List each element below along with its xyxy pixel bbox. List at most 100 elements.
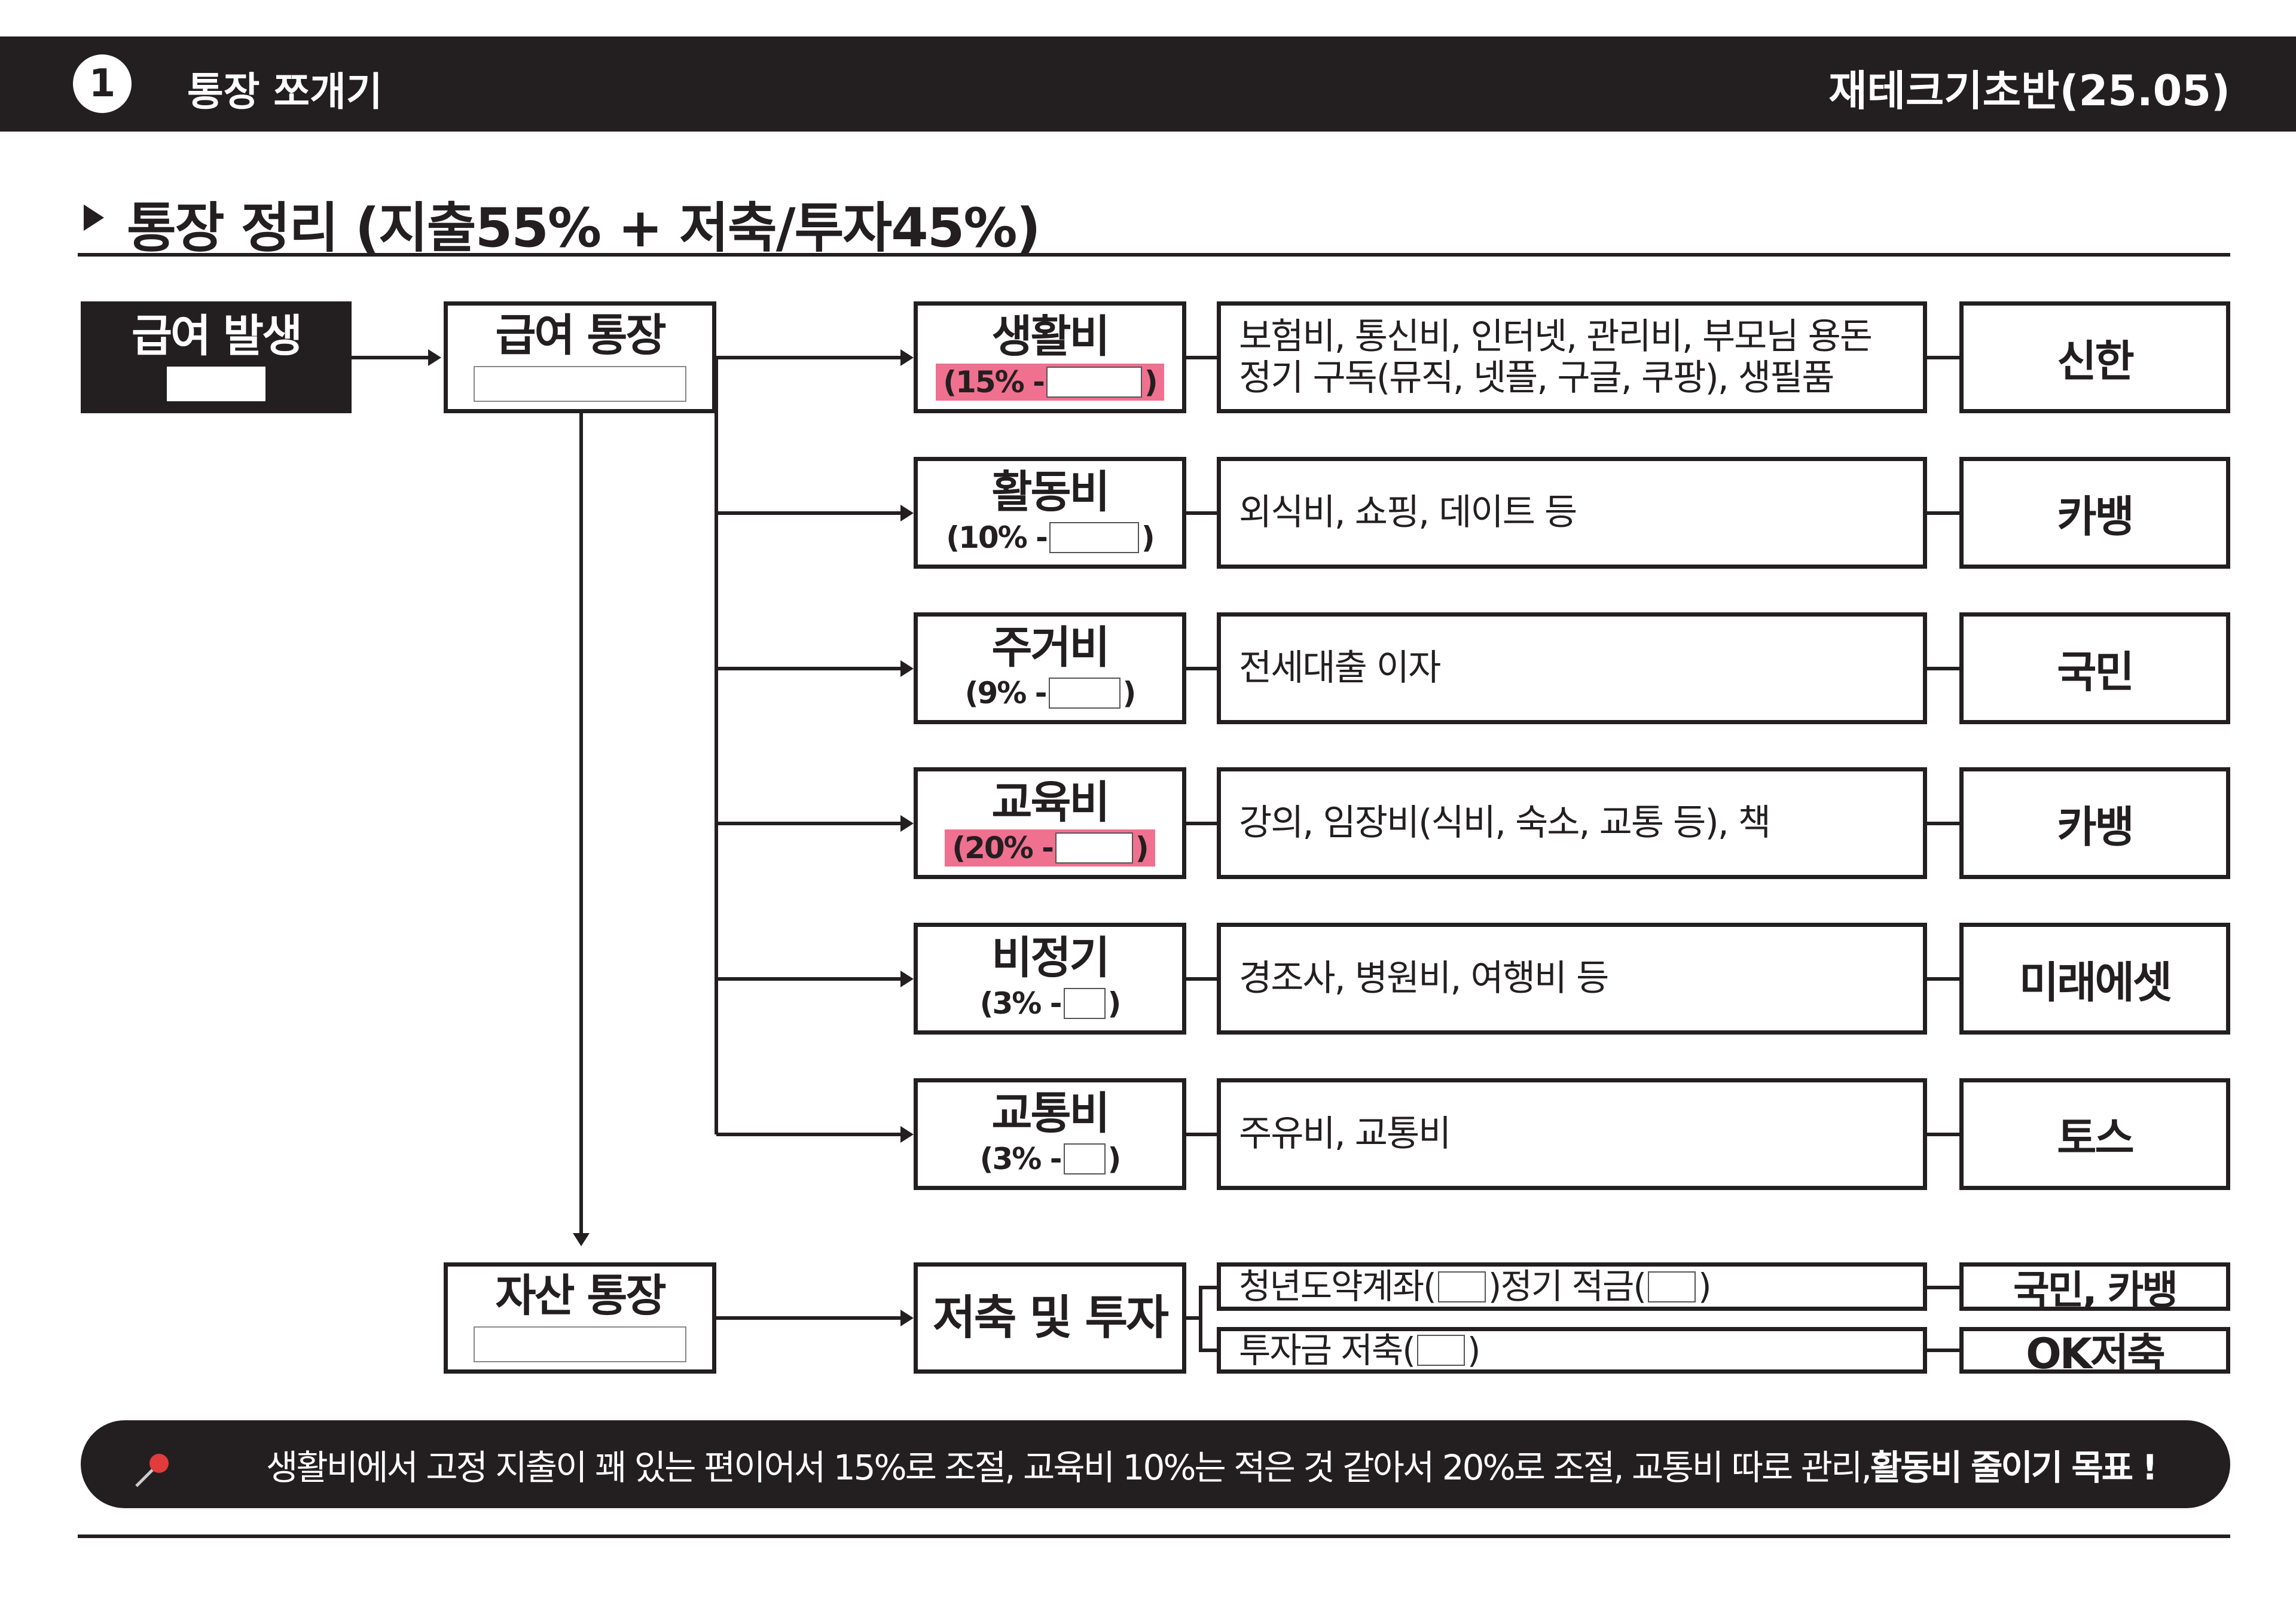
note-banner: 생활비에서 고정 지출이 꽤 있는 편이어서 15%로 조절, 교육비 10%는… — [81, 1420, 2230, 1508]
desc-text: ) — [1488, 1266, 1502, 1307]
connector-line — [1199, 1349, 1217, 1352]
percent-close: ) — [1107, 986, 1122, 1021]
arrow-right-icon — [900, 971, 914, 987]
bottom-divider — [78, 1534, 2230, 1538]
category-percent: (10% -) — [939, 519, 1161, 556]
percent-text: (10% - — [946, 520, 1048, 555]
course-label: 재테크기초반(25.05) — [1828, 66, 2230, 115]
category-name: 비정기 — [991, 932, 1110, 984]
bank-box: 국민, 카뱅 — [1959, 1262, 2230, 1313]
arrow-right-icon — [428, 349, 441, 366]
desc-text: 투자금 저축( — [1239, 1329, 1416, 1371]
description-line: 보험비, 통신비, 인터넷, 관리비, 부모님 용돈 — [1239, 315, 1873, 358]
description-line: 정기 구독(뮤직, 넷플, 구글, 쿠팡), 생필품 — [1239, 356, 1834, 399]
note-text: 생활비에서 고정 지출이 꽤 있는 편이어서 15%로 조절, 교육비 10%는… — [266, 1447, 1872, 1488]
category-name: 활동비 — [991, 466, 1110, 518]
description-line: 강의, 임장비(식비, 숙소, 교통 등), 책 — [1239, 802, 1771, 844]
salary-amount-blank — [167, 366, 265, 401]
bank-box: 국민 — [1959, 612, 2230, 724]
category-name: 주거비 — [991, 621, 1110, 673]
connector-line — [1186, 1133, 1217, 1136]
amount-blank — [1055, 832, 1133, 864]
amount-blank — [1048, 677, 1120, 709]
salary-source-box: 급여 발생 — [81, 301, 352, 413]
salary-account-label: 급여 통장 — [495, 309, 666, 361]
category-description: 주유비, 교통비 — [1217, 1078, 1927, 1190]
category-description: 전세대출 이자 — [1217, 612, 1927, 724]
arrow-right-icon — [900, 1126, 914, 1143]
connector-line — [716, 1133, 902, 1136]
amount-blank — [1063, 987, 1106, 1019]
amount-blank — [1647, 1271, 1696, 1302]
category-percent: (3% -) — [973, 1140, 1128, 1177]
connector-line — [1186, 977, 1217, 981]
percent-close: ) — [1107, 1141, 1122, 1176]
arrow-right-icon — [900, 660, 914, 677]
asset-trunk-line — [579, 413, 583, 1238]
savings-box: 저축 및 투자 — [914, 1262, 1186, 1374]
connector-line — [1927, 1133, 1959, 1136]
note-emphasis: 활동비 줄이기 목표 ! — [1870, 1447, 2158, 1488]
arrow-right-icon — [900, 349, 914, 366]
category-description: 외식비, 쇼핑, 데이트 등 — [1217, 457, 1927, 569]
description-line: 주유비, 교통비 — [1239, 1113, 1451, 1155]
salary-account-blank — [474, 365, 686, 402]
pushpin-icon — [135, 1454, 169, 1487]
branch-trunk-line — [715, 356, 718, 1134]
triangle-bullet-icon — [84, 205, 104, 231]
bank-box: 카뱅 — [1959, 767, 2230, 879]
connector-line — [716, 1316, 902, 1320]
connector-line — [716, 511, 902, 515]
category-box: 교육비 (20% -) — [914, 767, 1186, 879]
header-bar — [0, 36, 2296, 132]
connector-line — [1927, 822, 1959, 825]
category-box: 교통비 (3% -) — [914, 1078, 1186, 1190]
savings-desc-2: 투자금 저축() — [1217, 1327, 1927, 1374]
bank-box: 미래에셋 — [1959, 923, 2230, 1035]
desc-text: ) — [1697, 1266, 1712, 1307]
desc-text: 정기 적금( — [1500, 1266, 1647, 1307]
amount-blank — [1416, 1335, 1465, 1366]
description-line: 외식비, 쇼핑, 데이트 등 — [1239, 492, 1577, 533]
percent-text: (3% - — [979, 1141, 1062, 1176]
connector-line — [1927, 977, 1959, 981]
amount-blank — [1046, 366, 1142, 398]
connector-line — [1927, 667, 1959, 670]
category-percent: (9% -) — [958, 675, 1143, 712]
category-percent: (20% -) — [945, 829, 1155, 867]
bank-box: 토스 — [1959, 1078, 2230, 1190]
category-percent: (15% -) — [936, 363, 1164, 401]
savings-desc-1: 청년도약계좌() 정기 적금() — [1217, 1262, 1927, 1311]
arrow-right-icon — [900, 1310, 914, 1326]
percent-text: (3% - — [979, 986, 1062, 1021]
connector-line — [716, 667, 902, 670]
percent-text: (20% - — [952, 830, 1054, 865]
connector-line — [1186, 667, 1217, 670]
connector-line — [352, 356, 429, 359]
header-title: 통장 쪼개기 — [187, 69, 383, 115]
connector-line — [716, 822, 902, 825]
desc-text: 청년도약계좌( — [1239, 1266, 1437, 1307]
connector-line — [716, 977, 902, 981]
connector-line — [1927, 511, 1959, 515]
connector-line — [716, 356, 902, 359]
connector-line — [1927, 1286, 1959, 1289]
category-box: 비정기 (3% -) — [914, 923, 1186, 1035]
connector-line — [1186, 511, 1217, 515]
percent-close: ) — [1135, 830, 1149, 865]
description-line: 경조사, 병원비, 여행비 등 — [1239, 957, 1609, 999]
bank-box: 카뱅 — [1959, 457, 2230, 569]
arrow-right-icon — [900, 815, 914, 832]
category-description: 경조사, 병원비, 여행비 등 — [1217, 923, 1927, 1035]
percent-close: ) — [1141, 520, 1155, 555]
bank-box: OK저축 — [1959, 1327, 2230, 1378]
arrow-right-icon — [900, 505, 914, 521]
description-line: 전세대출 이자 — [1239, 647, 1441, 689]
connector-line — [1186, 1316, 1201, 1320]
amount-blank — [1063, 1143, 1106, 1174]
savings-label: 저축 및 투자 — [932, 1291, 1169, 1345]
connector-line — [1927, 1349, 1959, 1352]
category-name: 교통비 — [991, 1087, 1110, 1139]
connector-line — [1186, 822, 1217, 825]
desc-text: ) — [1467, 1329, 1481, 1371]
